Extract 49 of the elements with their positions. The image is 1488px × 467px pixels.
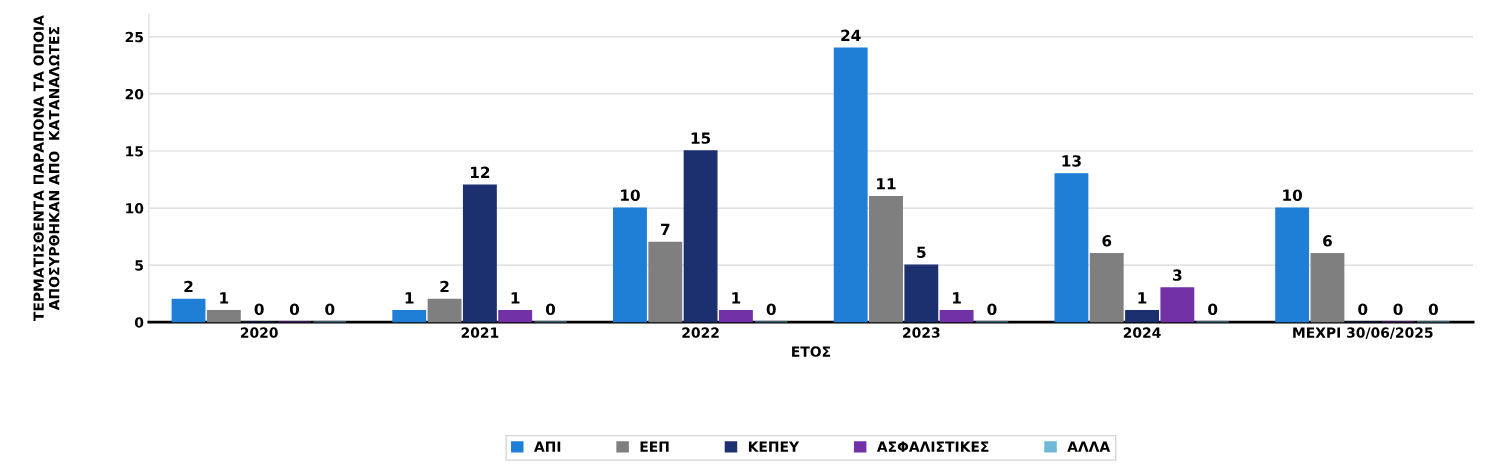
data-label: 1: [1138, 292, 1147, 304]
data-label: 2: [184, 280, 193, 293]
data-label: 0: [1208, 303, 1218, 316]
data-label: 0: [1428, 303, 1438, 316]
y-tick-label: 20: [125, 88, 144, 100]
legend-label: ΑΛΛΑ: [1067, 441, 1111, 452]
x-tick-label: 2023: [903, 327, 940, 338]
legend-label: ΕΕΠ: [640, 441, 669, 452]
legend-label: ΑΠΙ: [534, 441, 561, 452]
data-label: 0: [545, 303, 556, 316]
data-label: 2: [440, 280, 449, 293]
legend-label: ΚΕΠΕΥ: [748, 441, 800, 452]
legend-label: ΑΣΦΑΛΙΣΤΙΚΕΣ: [876, 441, 989, 452]
data-label: 3: [1173, 269, 1182, 281]
data-label: 0: [289, 303, 300, 316]
data-label: 6: [1323, 235, 1332, 247]
y-tick-label: 5: [135, 260, 143, 271]
data-label: 6: [1102, 235, 1112, 247]
y-tick-label: 15: [126, 146, 143, 157]
data-label: 12: [470, 166, 490, 178]
data-label: 1: [405, 292, 414, 304]
data-label: 10: [621, 189, 640, 201]
y-tick-label: 25: [125, 31, 143, 43]
data-label: 0: [1393, 303, 1403, 316]
x-axis-title: ΕΤΟΣ: [792, 346, 831, 357]
data-label: 1: [953, 292, 961, 304]
data-label: 0: [254, 303, 264, 316]
data-label: 11: [877, 178, 896, 190]
data-label: 0: [987, 303, 997, 316]
x-tick-label: 2021: [461, 327, 499, 338]
data-label: 1: [220, 292, 229, 304]
data-label: 13: [1062, 155, 1081, 167]
data-label: 0: [1358, 303, 1368, 316]
data-label: 10: [1283, 189, 1303, 201]
x-tick-label: 2020: [240, 327, 278, 338]
data-label: 1: [511, 292, 520, 304]
data-label: 1: [732, 292, 741, 304]
y-axis-title: ΤΕΡΜΑΤΙΣΘΕΝΤΑ ΠΑΡΑΠΟΝΑ ΤΑ ΟΠΟΙΑ ΑΠΟΣΥΡΘΗΚΑΝ ΑΠΟ ΚΑΤΑΝΑΛΩΤΕΣ: [33, 15, 60, 322]
x-tick-label: ΜΕΧΡΙ 30/06/2025: [1293, 327, 1433, 339]
data-label: 24: [841, 29, 861, 41]
x-tick-label: 2022: [682, 327, 719, 338]
data-label: 15: [691, 132, 711, 144]
data-label: 7: [660, 223, 670, 235]
data-label: 0: [766, 303, 776, 316]
y-tick-label: 10: [126, 203, 144, 214]
data-label: 5: [917, 246, 926, 259]
y-tick-label: 0: [134, 317, 144, 328]
x-tick-label: 2024: [1123, 327, 1161, 338]
data-label: 0: [325, 303, 335, 316]
